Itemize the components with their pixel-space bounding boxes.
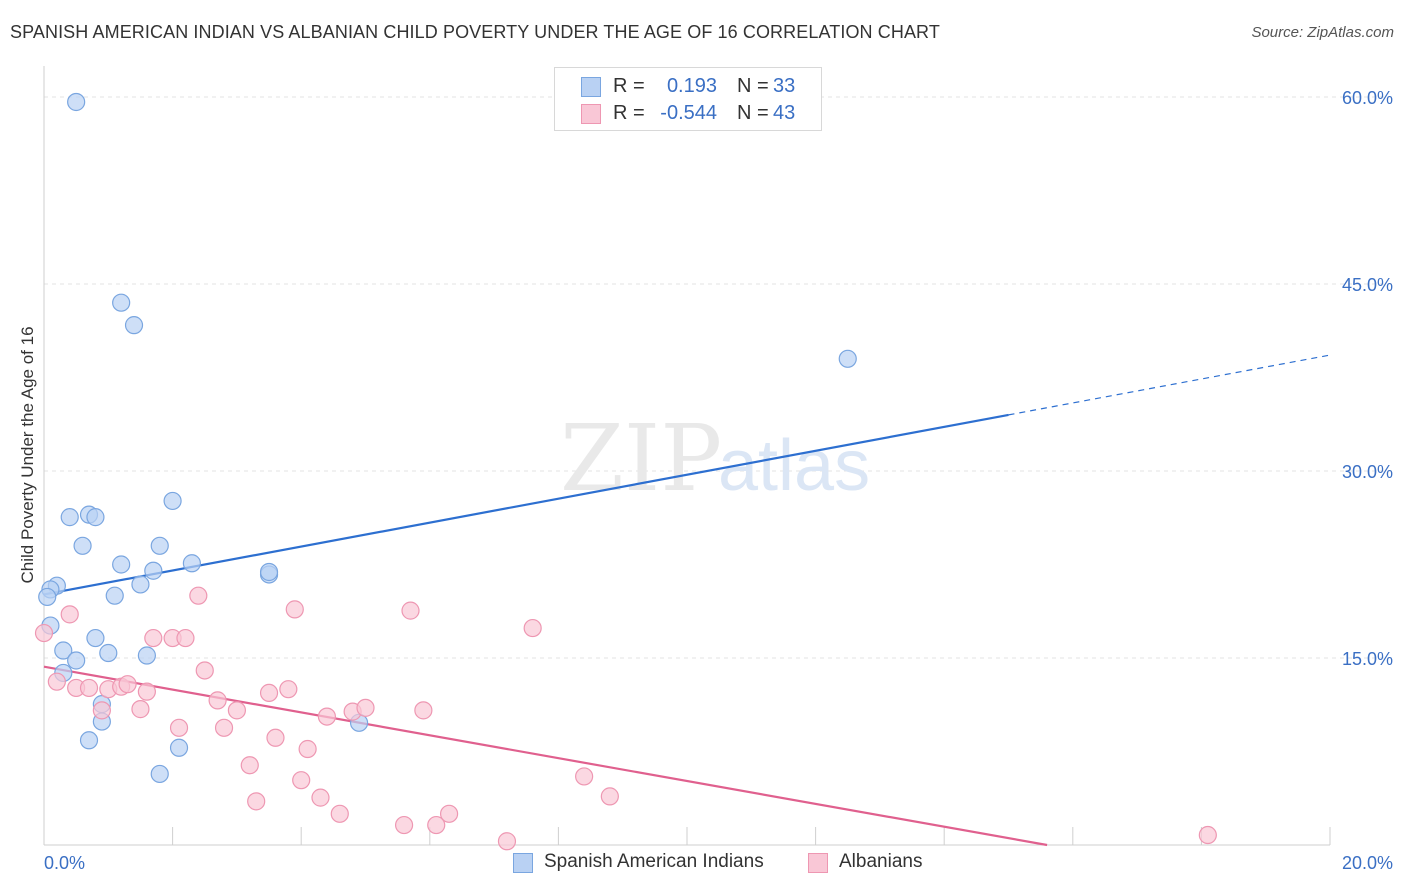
stats-r-label: R = <box>613 75 645 97</box>
point-albanians <box>131 700 150 719</box>
point-albanians <box>92 701 111 720</box>
grid-lines <box>44 96 1395 659</box>
point-albanians <box>169 718 189 737</box>
point-spanish-american-indians <box>86 508 105 527</box>
point-albanians <box>137 682 156 701</box>
point-spanish-american-indians <box>169 738 189 757</box>
trend-line-extension <box>1008 354 1331 416</box>
legend-swatch-blue <box>513 853 533 873</box>
stats-row-pink: R = -0.544 N = 43 <box>555 101 821 127</box>
point-albanians <box>227 701 246 720</box>
stats-swatch-blue <box>581 77 601 97</box>
point-albanians <box>1198 825 1217 845</box>
stats-n-label: N = <box>737 75 769 97</box>
legend-label: Spanish American Indians <box>544 851 764 872</box>
stats-box: R = 0.193 N = 33 R = -0.544 N = 43 <box>554 67 822 131</box>
point-spanish-american-indians <box>112 555 131 574</box>
point-albanians <box>266 728 285 747</box>
legend-swatch-pink <box>808 853 828 873</box>
point-albanians <box>259 683 279 703</box>
x-tick-label: 20.0% <box>1342 853 1393 873</box>
point-albanians <box>600 787 619 806</box>
stats-r-label: R = <box>613 102 645 124</box>
point-albanians <box>292 771 311 790</box>
point-spanish-american-indians <box>150 536 169 555</box>
point-albanians <box>497 832 517 851</box>
point-spanish-american-indians <box>112 293 131 312</box>
watermark-atlas: atlas <box>718 426 870 506</box>
y-axis-label: Child Poverty Under the Age of 16 <box>18 326 37 584</box>
stats-n-value: 43 <box>773 102 796 124</box>
stats-swatch-pink <box>581 104 601 124</box>
point-albanians <box>195 661 214 680</box>
point-albanians <box>414 701 433 720</box>
tick-labels: 15.0% 30.0% 45.0% 60.0% 0.0% 20.0% <box>44 88 1393 873</box>
point-albanians <box>118 675 137 694</box>
point-albanians <box>60 605 79 624</box>
point-albanians <box>394 815 414 835</box>
y-tick-label: 60.0% <box>1342 88 1393 108</box>
data-points <box>34 92 1217 851</box>
point-spanish-american-indians <box>259 562 279 582</box>
point-spanish-american-indians <box>163 491 182 511</box>
point-spanish-american-indians <box>99 643 118 663</box>
point-albanians <box>79 678 99 698</box>
point-albanians <box>34 623 54 643</box>
point-spanish-american-indians <box>182 554 201 573</box>
point-spanish-american-indians <box>67 651 86 670</box>
stats-r-value: 0.193 <box>666 75 717 97</box>
point-albanians <box>47 672 66 691</box>
source-label: Source: ZipAtlas.com <box>1251 24 1394 41</box>
point-spanish-american-indians <box>67 92 86 112</box>
point-albanians <box>298 739 317 759</box>
point-albanians <box>214 718 234 737</box>
point-spanish-american-indians <box>144 561 163 580</box>
point-spanish-american-indians <box>137 646 156 665</box>
point-albanians <box>189 586 208 605</box>
point-albanians <box>311 788 330 807</box>
y-tick-label: 15.0% <box>1342 649 1393 669</box>
point-albanians <box>356 698 375 717</box>
y-tick-label: 30.0% <box>1342 462 1393 482</box>
point-albanians <box>401 601 420 620</box>
legend-label: Albanians <box>839 851 923 872</box>
point-spanish-american-indians <box>150 764 169 784</box>
y-tick-label: 45.0% <box>1342 275 1393 295</box>
point-albanians <box>317 707 337 726</box>
point-spanish-american-indians <box>86 628 105 648</box>
point-spanish-american-indians <box>838 349 857 368</box>
point-albanians <box>285 600 304 619</box>
point-albanians <box>427 815 446 835</box>
watermark: ZIP atlas <box>560 405 870 512</box>
watermark-zip: ZIP <box>560 405 722 512</box>
point-spanish-american-indians <box>79 731 99 750</box>
point-albanians <box>240 756 259 775</box>
point-albanians <box>247 792 266 811</box>
chart-title: SPANISH AMERICAN INDIAN VS ALBANIAN CHIL… <box>10 22 940 42</box>
point-albanians <box>575 767 594 786</box>
stats-n-label: N = <box>737 102 769 124</box>
point-spanish-american-indians <box>124 316 144 335</box>
point-albanians <box>330 804 349 823</box>
point-albanians <box>208 691 227 710</box>
point-spanish-american-indians <box>54 641 73 660</box>
point-albanians <box>279 680 298 699</box>
stats-row-blue: R = 0.193 N = 33 <box>555 74 821 100</box>
point-albanians <box>439 804 459 823</box>
point-albanians <box>523 618 542 638</box>
point-spanish-american-indians <box>105 586 124 605</box>
x-tick-label: 0.0% <box>44 853 85 873</box>
stats-n-value: 33 <box>773 75 796 97</box>
point-spanish-american-indians <box>73 536 92 555</box>
point-albanians <box>144 628 163 648</box>
point-spanish-american-indians <box>60 508 79 527</box>
trend-line-spanish-american-indians <box>43 413 1009 596</box>
point-spanish-american-indians <box>131 575 150 594</box>
stats-r-value: -0.544 <box>660 102 717 124</box>
point-spanish-american-indians <box>38 587 57 607</box>
trend-line-albanians <box>43 665 1048 847</box>
point-albanians <box>176 628 195 648</box>
